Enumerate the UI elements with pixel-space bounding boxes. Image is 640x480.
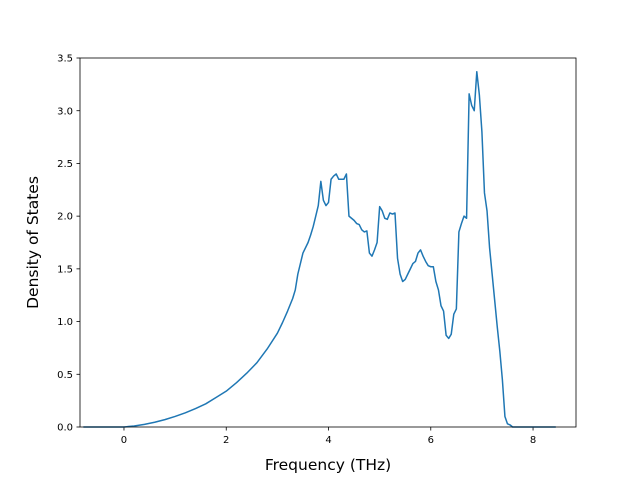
y-tick-label: 2.5 xyxy=(57,159,73,170)
y-tick-label: 2.0 xyxy=(57,212,73,223)
x-tick-label: 2 xyxy=(223,435,229,446)
x-tick-label: 4 xyxy=(325,435,331,446)
x-tick-label: 8 xyxy=(530,435,536,446)
x-axis-label: Frequency (THz) xyxy=(265,456,391,474)
plot-frame xyxy=(79,57,577,428)
dos-series-line xyxy=(83,70,556,428)
x-tick-label: 6 xyxy=(428,435,434,446)
y-tick-label: 0.5 xyxy=(57,370,73,381)
plot-background xyxy=(80,58,576,427)
y-tick-label: 3.0 xyxy=(57,106,73,117)
y-tick-label: 1.5 xyxy=(57,264,73,275)
y-tick-label: 0.0 xyxy=(57,423,73,434)
y-tick-label: 3.5 xyxy=(57,54,73,65)
x-axis-ticks: 0 2 4 6 8 xyxy=(121,427,536,446)
x-tick-label: 0 xyxy=(121,435,127,446)
y-axis-ticks: 0.0 0.5 1.0 1.5 2.0 2.5 3.0 3.5 xyxy=(57,54,80,434)
y-axis-label: Density of States xyxy=(24,176,42,309)
y-tick-label: 1.0 xyxy=(57,317,73,328)
